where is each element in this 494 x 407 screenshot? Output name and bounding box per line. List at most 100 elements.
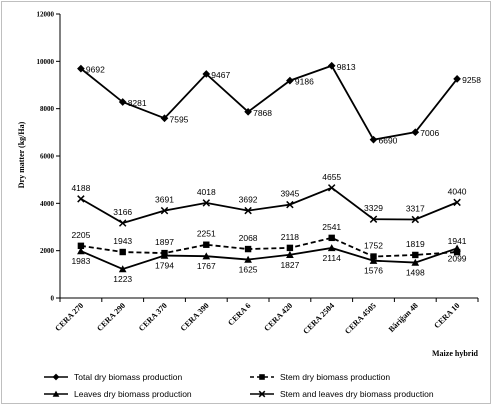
x-marker — [77, 195, 85, 203]
series-line — [80, 186, 458, 225]
y-tick-label: 4000 — [40, 200, 55, 208]
triangle-marker — [77, 247, 85, 255]
square-marker — [119, 248, 126, 256]
x-marker — [244, 206, 252, 215]
x-marker — [160, 206, 169, 215]
x-tick-label: CERA 2504 — [301, 301, 336, 336]
data-label: 1827 — [280, 260, 299, 270]
data-label: 1819 — [406, 239, 425, 249]
square-marker — [244, 245, 252, 253]
data-label: 2068 — [239, 233, 258, 243]
series-line — [80, 236, 458, 258]
series-markers — [77, 61, 461, 273]
diamond-marker — [369, 135, 378, 144]
legend-item: Total dry biomass production — [44, 372, 182, 382]
data-label: 1794 — [155, 261, 174, 271]
triangle-marker — [202, 252, 211, 260]
square-marker — [328, 234, 335, 242]
square-marker — [370, 253, 377, 260]
series-line — [80, 247, 458, 271]
triangle-marker — [52, 390, 60, 397]
series-line — [80, 64, 458, 141]
triangle-marker — [244, 255, 252, 263]
data-label: 9467 — [211, 70, 230, 80]
data-label: 2251 — [197, 229, 216, 239]
square-marker — [259, 374, 265, 380]
square-marker — [77, 242, 85, 250]
triangle-marker — [118, 265, 127, 273]
y-tick-label: 10000 — [37, 58, 55, 66]
axes: 0 2000 4000 6000 8000 10000 12000 CERA 270 CERA … — [37, 11, 479, 336]
y-tick-label: 12000 — [37, 11, 55, 19]
legend-label: Stem dry biomass production — [280, 372, 390, 382]
diamond-marker — [160, 114, 169, 123]
x-tick-label: Băriğan 48 — [387, 301, 420, 334]
x-marker — [327, 184, 336, 192]
data-label: 7868 — [253, 108, 272, 118]
diamond-marker — [118, 98, 127, 106]
data-label: 4655 — [322, 172, 341, 182]
data-label: 1983 — [71, 256, 90, 266]
data-label: 4018 — [197, 187, 216, 197]
triangle-marker — [327, 244, 336, 252]
y-axis-title: Dry matter (kg/Ha) — [17, 121, 26, 188]
x-marker — [453, 198, 461, 207]
diamond-marker — [411, 128, 420, 137]
data-label: 1498 — [406, 268, 425, 278]
x-tick-label: CERA 390 — [179, 301, 211, 333]
data-label: 1943 — [113, 236, 132, 246]
legend-item: Leaves dry biomass production — [44, 389, 192, 399]
data-label: 2541 — [322, 222, 341, 232]
diamond-marker — [286, 76, 294, 85]
x-tick-label: CERA 420 — [262, 301, 294, 333]
data-label: 8281 — [128, 98, 147, 108]
data-label: 1767 — [197, 261, 216, 271]
y-tick-label: 6000 — [40, 153, 55, 161]
data-label: 2099 — [448, 253, 467, 263]
x-tick-label: CERA 370 — [137, 301, 169, 333]
data-label: 9813 — [337, 62, 356, 72]
series-lines — [80, 64, 458, 271]
data-label: 1752 — [364, 241, 383, 251]
x-marker — [286, 200, 294, 209]
x-marker — [411, 215, 420, 224]
square-marker — [453, 248, 461, 256]
x-tick-label: CERA 10 — [432, 301, 461, 330]
x-marker — [202, 199, 211, 207]
square-marker — [203, 241, 210, 248]
diamond-marker — [202, 70, 211, 78]
data-label: 6690 — [379, 136, 398, 146]
diamond-marker — [77, 64, 85, 73]
triangle-marker — [369, 256, 378, 264]
data-label: 3329 — [364, 203, 383, 213]
data-label: 3692 — [239, 195, 258, 205]
diamond-marker — [52, 373, 60, 381]
x-marker — [369, 215, 378, 223]
data-label: 3945 — [280, 189, 299, 199]
x-marker — [118, 219, 127, 227]
legend: Total dry biomass production Stem dry bio… — [44, 372, 434, 399]
legend-item: Stem and leaves dry biomass production — [250, 389, 434, 399]
data-label: 2118 — [281, 232, 300, 242]
diamond-marker — [453, 75, 461, 83]
data-label: 1897 — [155, 237, 174, 247]
square-marker — [412, 251, 419, 259]
data-label: 1576 — [364, 266, 383, 276]
data-label: 2114 — [323, 253, 342, 263]
triangle-marker — [453, 244, 461, 252]
data-label: 1941 — [448, 236, 467, 246]
legend-label: Leaves dry biomass production — [74, 389, 192, 399]
triangle-marker — [160, 251, 169, 259]
data-label: 9186 — [295, 77, 314, 87]
data-label: 1625 — [239, 265, 258, 275]
data-label: 4040 — [448, 186, 467, 196]
x-marker — [258, 390, 266, 398]
data-label: 3317 — [406, 203, 425, 213]
legend-label: Total dry biomass production — [74, 372, 182, 382]
x-tick-label: CERA 4505 — [343, 301, 378, 336]
x-tick-label: CERA 290 — [95, 301, 127, 333]
x-axis-title: Maize hybrid — [432, 349, 479, 358]
data-labels: 9692 8281 7595 9467 7868 9186 9813 6690 7006 9258… — [71, 62, 481, 284]
data-label: 7595 — [170, 114, 189, 124]
